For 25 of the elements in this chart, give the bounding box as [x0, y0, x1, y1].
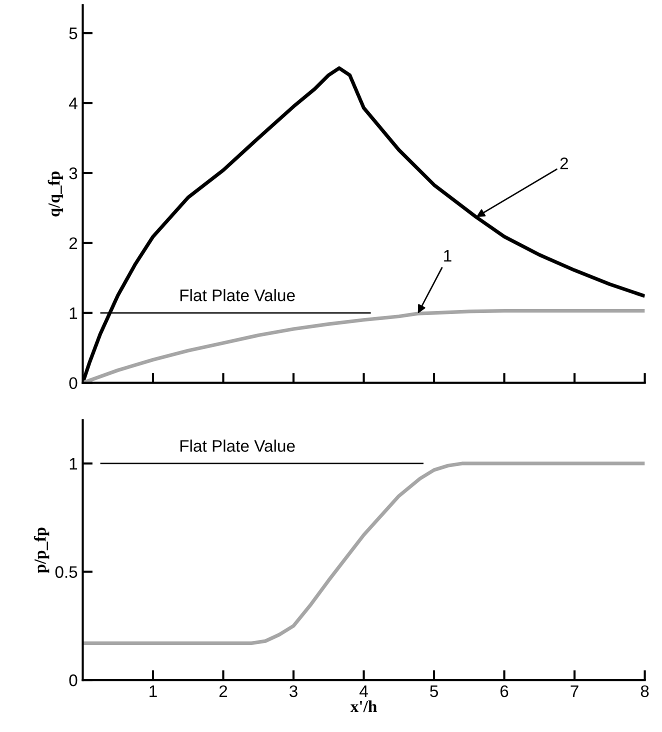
x-tick-label: 2 [219, 685, 228, 697]
y-axis-title: q/q_fp [48, 171, 64, 216]
annotation: Flat Plate Value [180, 440, 295, 452]
y-tick-label: 3 [69, 167, 78, 180]
y-tick-label: 4 [69, 98, 78, 110]
annotation: 1 [444, 250, 452, 262]
y-tick-label: 1 [70, 307, 78, 319]
x-tick-label: 3 [290, 685, 298, 698]
x-tick-label: 7 [570, 686, 578, 697]
y-tick-label: 0 [69, 377, 78, 390]
y-tick-label: 5 [69, 28, 78, 40]
annotation: 2 [560, 158, 568, 170]
x-tick-label: 4 [360, 686, 368, 697]
y-tick-label: 2 [69, 237, 78, 249]
y-tick-label: 1 [70, 458, 78, 470]
line-series [82, 462, 645, 646]
x-tick-label: 8 [640, 685, 649, 698]
y-tick-label: 0.5 [55, 566, 78, 578]
annotation: Flat Plate Value [180, 289, 295, 302]
x-tick-label: 1 [150, 686, 157, 697]
x-axis-title: x'/h [350, 700, 377, 712]
y-tick-label: 0 [69, 674, 78, 686]
y-axis-title: p/p_fp [34, 528, 50, 574]
x-tick-label: 6 [500, 685, 508, 698]
x-tick-label: 5 [430, 686, 438, 698]
